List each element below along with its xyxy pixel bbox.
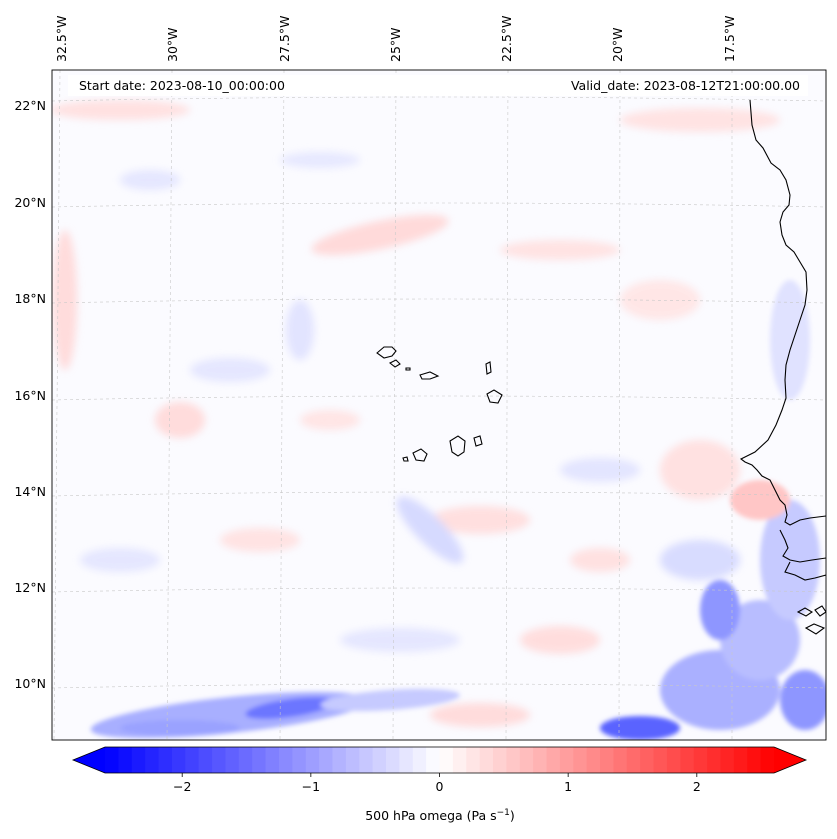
colorbar-segment [493,747,507,773]
colorbar-segment [372,747,387,773]
colorbar-tick-label: 1 [564,779,572,794]
colorbar-segment [506,747,521,773]
colorbar-segment [479,747,494,773]
colorbar-segment [653,747,668,773]
lon-tick-label: 30°W [165,27,180,62]
colorbar-outline [71,746,808,774]
colorbar-segment [693,747,708,773]
colorbar-segment [466,747,481,773]
colorbar-segment [399,747,414,773]
colorbar-segment [305,747,320,773]
lon-tick-label: 22.5°W [499,16,514,62]
lat-tick-label: 14°N [14,484,46,499]
colorbar-segment [185,747,200,773]
colorbar-segment [640,747,655,773]
gridlines [52,70,826,740]
lon-tick-label: 25°W [388,27,403,62]
colorbar-segment [118,747,133,773]
colorbar-segment [586,747,601,773]
lat-tick-label: 22°N [14,98,46,113]
colorbar-segment [519,747,534,773]
lat-tick-label: 18°N [14,291,46,306]
colorbar-segments [105,747,775,773]
colorbar-segment [225,747,240,773]
lon-tick-label: 27.5°W [277,16,292,62]
colorbar-segment [345,747,360,773]
colorbar-extend-low [73,747,105,773]
colorbar-segment [292,747,307,773]
colorbar-segment [171,747,186,773]
colorbar-segment [252,747,267,773]
colorbar-segment [747,747,762,773]
lat-tick-label: 16°N [14,388,46,403]
colorbar-extend-high [774,747,806,773]
colorbar-segment [733,747,748,773]
colorbar-segment [359,747,374,773]
colorbar-tick-label: −1 [302,779,320,794]
colorbar-tick-label: 2 [693,779,701,794]
colorbar-segment [145,747,160,773]
colorbar-segment [278,747,293,773]
valid-date-text: Valid_date: 2023-08-12T21:00:00.00 [571,78,800,93]
colorbar-segment [385,747,400,773]
lat-tick-labels: 22°N 20°N 18°N 16°N 14°N 12°N 10°N [14,98,46,691]
colorbar-segment [265,747,280,773]
lat-tick-label: 10°N [14,676,46,691]
lon-tick-label: 32.5°W [54,16,69,62]
colorbar: −2 −1 0 1 2 500 hPa omega (Pa s−1) [71,746,808,823]
colorbar-segment [131,747,146,773]
colorbar-segment [158,747,173,773]
colorbar-segment [412,747,427,773]
colorbar-segment [212,747,227,773]
colorbar-segment [720,747,735,773]
lon-tick-labels: 32.5°W 30°W 27.5°W 25°W 22.5°W 20°W 17.5… [54,16,737,62]
colorbar-segment [198,747,213,773]
lat-tick-label: 12°N [14,580,46,595]
colorbar-segment [546,747,561,773]
colorbar-segment [559,747,574,773]
colorbar-segment [319,747,334,773]
colorbar-tick-label: 0 [436,779,444,794]
colorbar-segment [613,747,628,773]
header-box [68,75,808,96]
colorbar-label: 500 hPa omega (Pa s−1) [365,808,515,823]
colorbar-segment [600,747,615,773]
colorbar-segment [573,747,588,773]
colorbar-segment [238,747,253,773]
colorbar-segment [707,747,722,773]
start-date-text: Start date: 2023-08-10_00:00:00 [79,78,285,93]
colorbar-segment [439,747,454,773]
lon-tick-label: 17.5°W [722,16,737,62]
map-frame [51,69,827,741]
africa-coastline [739,99,826,526]
colorbar-segment [533,747,548,773]
colorbar-segment [332,747,347,773]
cape-verde-santo-antao [376,346,397,359]
lat-tick-label: 20°N [14,195,46,210]
colorbar-segment [680,747,695,773]
colorbar-ticks: −2 −1 0 1 2 [173,773,701,794]
coastlines [376,99,826,635]
lon-tick-label: 20°W [610,27,625,62]
colorbar-segment [426,747,441,773]
colorbar-segment [760,747,775,773]
colorbar-segment [452,747,467,773]
colorbar-segment [105,747,119,773]
colorbar-tick-label: −2 [173,779,191,794]
colorbar-segment [626,747,641,773]
colorbar-segment [666,747,681,773]
